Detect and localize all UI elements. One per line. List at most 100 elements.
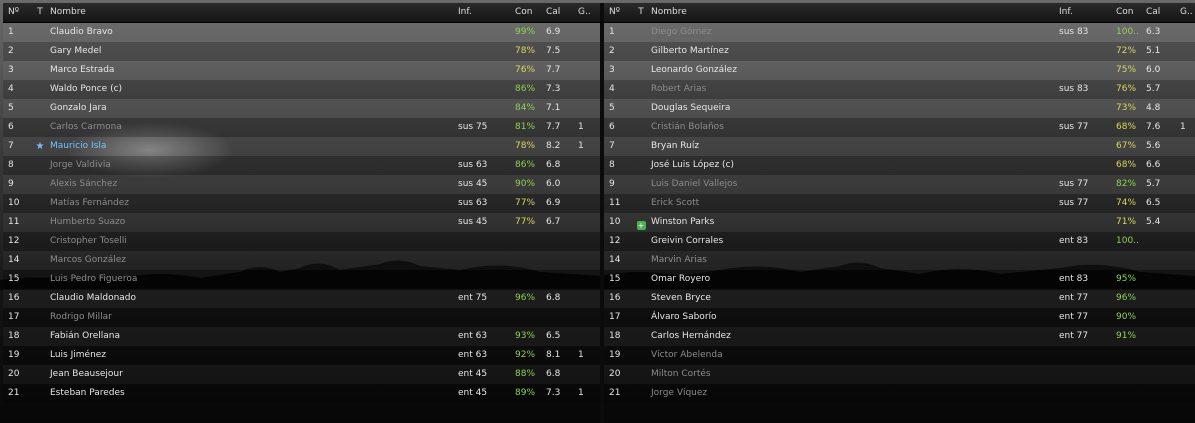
header-name[interactable]: Nombre xyxy=(50,7,86,17)
player-row[interactable]: 20 Milton Cortés xyxy=(604,365,1195,384)
player-row[interactable]: 18 Fabián Orellana ent 63 93% 6.5 xyxy=(3,327,600,346)
player-row[interactable]: 4 Robert Arias sus 83 76% 5.7 xyxy=(604,80,1195,99)
player-row[interactable]: 10 + Winston Parks 71% 5.4 xyxy=(604,213,1195,232)
player-row[interactable]: 2 Gary Medel 78% 7.5 xyxy=(3,42,600,61)
player-row[interactable]: 5 Gonzalo Jara 84% 7.1 xyxy=(3,99,600,118)
header-t[interactable]: T xyxy=(37,7,43,17)
player-name[interactable]: Milton Cortés xyxy=(651,369,711,379)
player-row[interactable]: 6 Cristián Bolaños sus 77 68% 7.6 1 xyxy=(604,118,1195,137)
player-name[interactable]: Álvaro Saborío xyxy=(651,312,717,322)
player-name[interactable]: Winston Parks xyxy=(651,217,715,227)
header-number[interactable]: Nº xyxy=(609,7,620,17)
player-row[interactable]: 21 Jorge Víquez xyxy=(604,384,1195,403)
player-row[interactable]: 18 Carlos Hernández ent 77 91% xyxy=(604,327,1195,346)
player-name[interactable]: Marco Estrada xyxy=(50,65,115,75)
player-row[interactable]: 2 Gilberto Martínez 72% 5.1 xyxy=(604,42,1195,61)
player-name[interactable]: Cristián Bolaños xyxy=(651,122,724,132)
player-name[interactable]: Bryan Ruíz xyxy=(651,141,700,151)
player-name[interactable]: Claudio Bravo xyxy=(50,27,113,37)
player-row[interactable]: 19 Víctor Abelenda xyxy=(604,346,1195,365)
header-inf[interactable]: Inf. xyxy=(1059,7,1073,17)
player-name[interactable]: Humberto Suazo xyxy=(50,217,126,227)
player-name[interactable]: Jorge Víquez xyxy=(651,388,708,398)
header-number[interactable]: Nº xyxy=(8,7,19,17)
player-name[interactable]: Leonardo González xyxy=(651,65,737,75)
header-name[interactable]: Nombre xyxy=(651,7,687,17)
player-row[interactable]: 1 Diego Gómez sus 83 100.. 6.3 xyxy=(604,23,1195,42)
player-number: 14 xyxy=(8,255,20,265)
player-name[interactable]: Claudio Maldonado xyxy=(50,293,137,303)
header-t[interactable]: T xyxy=(638,7,644,17)
player-row[interactable]: 9 Luis Daniel Vallejos sus 77 82% 5.7 xyxy=(604,175,1195,194)
player-name[interactable]: Luis Jiménez xyxy=(50,350,107,360)
player-name[interactable]: Luis Pedro Figueroa xyxy=(50,274,138,284)
player-name[interactable]: Robert Arias xyxy=(651,84,707,94)
plus-icon: + xyxy=(636,221,646,230)
player-name[interactable]: Carlos Carmona xyxy=(50,122,122,132)
player-name[interactable]: Víctor Abelenda xyxy=(651,350,723,360)
header-cal[interactable]: Cal xyxy=(1146,7,1161,17)
player-row[interactable]: 19 Luis Jiménez ent 63 92% 8.1 1 xyxy=(3,346,600,365)
header-inf[interactable]: Inf. xyxy=(458,7,472,17)
player-row[interactable]: 3 Leonardo González 75% 6.0 xyxy=(604,61,1195,80)
header-goals[interactable]: G.. xyxy=(578,7,591,17)
player-row[interactable]: 14 Marcos González xyxy=(3,251,600,270)
player-name[interactable]: Diego Gómez xyxy=(651,27,712,37)
player-row[interactable]: 1 Claudio Bravo 99% 6.9 xyxy=(3,23,600,42)
player-row[interactable]: 5 Douglas Sequeira 73% 4.8 xyxy=(604,99,1195,118)
player-name[interactable]: Waldo Ponce (c) xyxy=(50,84,123,94)
player-row[interactable]: 15 Omar Royero ent 83 95% xyxy=(604,270,1195,289)
header-goals[interactable]: G.. xyxy=(1180,7,1193,17)
player-name[interactable]: Douglas Sequeira xyxy=(651,103,731,113)
player-name[interactable]: Gilberto Martínez xyxy=(651,46,729,56)
player-name[interactable]: Marvin Arias xyxy=(651,255,707,265)
player-row[interactable]: 20 Jean Beausejour ent 45 88% 6.8 xyxy=(3,365,600,384)
player-condition: 89% xyxy=(515,388,536,398)
player-row[interactable]: 14 Marvin Arias xyxy=(604,251,1195,270)
player-row[interactable]: 8 José Luis López (c) 68% 6.6 xyxy=(604,156,1195,175)
player-name[interactable]: Alexis Sánchez xyxy=(50,179,118,189)
header-con[interactable]: Con xyxy=(515,7,533,17)
player-name[interactable]: Jorge Valdivia xyxy=(50,160,111,170)
player-row[interactable]: 11 Humberto Suazo sus 45 77% 6.7 xyxy=(3,213,600,232)
player-name[interactable]: Rodrigo Millar xyxy=(50,312,112,322)
player-row[interactable]: 17 Rodrigo Millar xyxy=(3,308,600,327)
player-row[interactable]: 17 Álvaro Saborío ent 77 90% xyxy=(604,308,1195,327)
player-name[interactable]: Marcos González xyxy=(50,255,126,265)
player-name[interactable]: Gonzalo Jara xyxy=(50,103,107,113)
player-name[interactable]: Matías Fernández xyxy=(50,198,130,208)
player-name[interactable]: Mauricio Isla xyxy=(50,141,107,151)
player-row[interactable]: 4 Waldo Ponce (c) 86% 7.3 xyxy=(3,80,600,99)
header-cal[interactable]: Cal xyxy=(546,7,561,17)
player-row[interactable]: 8 Jorge Valdivia sus 63 86% 6.8 xyxy=(3,156,600,175)
player-row[interactable]: 9 Alexis Sánchez sus 45 90% 6.0 xyxy=(3,175,600,194)
player-name[interactable]: Erick Scott xyxy=(651,198,700,208)
header-con[interactable]: Con xyxy=(1116,7,1134,17)
player-row[interactable]: 7 Bryan Ruíz 67% 5.6 xyxy=(604,137,1195,156)
player-name[interactable]: Greivin Corrales xyxy=(651,236,724,246)
player-name[interactable]: Fabián Orellana xyxy=(50,331,121,341)
player-row[interactable]: 15 Luis Pedro Figueroa xyxy=(3,270,600,289)
player-name[interactable]: Steven Bryce xyxy=(651,293,711,303)
player-name[interactable]: Carlos Hernández xyxy=(651,331,731,341)
player-row[interactable]: 16 Steven Bryce ent 77 96% xyxy=(604,289,1195,308)
player-row[interactable]: 21 Esteban Paredes ent 45 89% 7.3 1 xyxy=(3,384,600,403)
player-name[interactable]: Gary Medel xyxy=(50,46,102,56)
player-name[interactable]: Luis Daniel Vallejos xyxy=(651,179,738,189)
player-name[interactable]: Omar Royero xyxy=(651,274,711,284)
player-row[interactable]: 7 ★ Mauricio Isla 78% 8.2 1 xyxy=(3,137,600,156)
player-number: 2 xyxy=(8,46,14,56)
player-row[interactable]: 12 Greivin Corrales ent 83 100.. xyxy=(604,232,1195,251)
player-name[interactable]: Jean Beausejour xyxy=(50,369,123,379)
player-row[interactable]: 10 Matías Fernández sus 63 77% 6.9 xyxy=(3,194,600,213)
player-row[interactable]: 11 Erick Scott sus 77 74% 6.5 xyxy=(604,194,1195,213)
player-name[interactable]: José Luis López (c) xyxy=(651,160,735,170)
player-row[interactable]: 16 Claudio Maldonado ent 75 96% 6.8 xyxy=(3,289,600,308)
player-rating: 8.2 xyxy=(546,141,561,151)
player-row[interactable]: 12 Cristopher Toselli xyxy=(3,232,600,251)
player-row[interactable]: 3 Marco Estrada 76% 7.7 xyxy=(3,61,600,80)
player-name[interactable]: Esteban Paredes xyxy=(50,388,125,398)
player-row[interactable]: 6 Carlos Carmona sus 75 81% 7.7 1 xyxy=(3,118,600,137)
player-name[interactable]: Cristopher Toselli xyxy=(50,236,127,246)
player-rating: 7.6 xyxy=(1146,122,1161,132)
